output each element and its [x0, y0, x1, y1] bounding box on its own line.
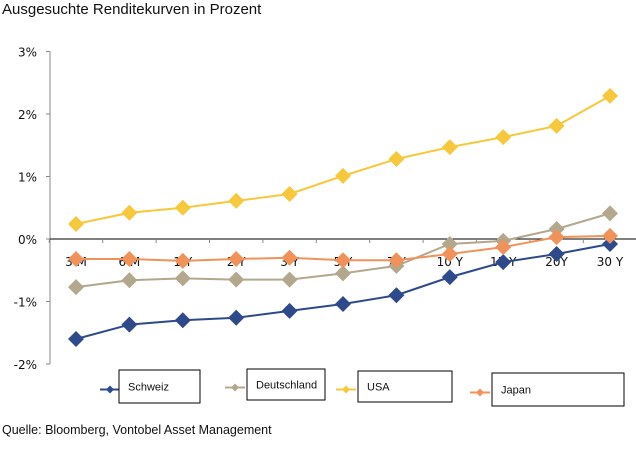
- data-point-schweiz: [335, 296, 351, 312]
- legend-marker-schweiz: [106, 385, 114, 394]
- data-point-deutschland: [335, 265, 351, 282]
- x-tick-label: 20Y: [545, 255, 568, 269]
- y-tick-label: 1%: [18, 171, 37, 185]
- legend-box: [246, 368, 326, 401]
- data-point-usa: [548, 117, 565, 134]
- x-tick-label: 30 Y: [597, 255, 624, 269]
- y-tick-label: 0%: [18, 233, 37, 247]
- data-point-usa: [335, 167, 351, 184]
- data-point-usa: [281, 186, 298, 202]
- data-point-schweiz: [441, 269, 458, 286]
- data-point-schweiz: [121, 316, 138, 333]
- source-note: Quelle: Bloomberg, Vontobel Asset Manage…: [2, 423, 272, 437]
- data-point-deutschland: [68, 279, 84, 296]
- data-point-deutschland: [281, 271, 298, 288]
- data-point-usa: [602, 87, 618, 104]
- y-tick-label: -2%: [14, 358, 37, 372]
- data-point-usa: [228, 192, 245, 209]
- y-tick-label: -1%: [14, 296, 37, 310]
- data-point-deutschland: [441, 236, 458, 252]
- chart-title: Ausgesuchte Renditekurven in Prozent: [2, 1, 262, 18]
- data-point-usa: [441, 139, 458, 156]
- data-point-deutschland: [602, 205, 618, 222]
- data-point-usa: [68, 216, 84, 232]
- legend-box: [357, 370, 453, 403]
- data-point-schweiz: [388, 287, 405, 304]
- legend-marker-deutschland: [231, 383, 239, 392]
- data-point-schweiz: [174, 312, 191, 329]
- y-tick-label: 2%: [18, 108, 37, 122]
- data-point-schweiz: [548, 246, 565, 262]
- legend-label-japan: Japan: [501, 385, 531, 397]
- data-point-japan: [174, 252, 191, 269]
- data-point-japan: [441, 246, 458, 262]
- data-point-schweiz: [602, 236, 618, 252]
- data-point-japan: [335, 252, 351, 269]
- legend-box: [118, 369, 201, 404]
- data-point-usa: [174, 199, 191, 216]
- data-point-deutschland: [121, 272, 138, 289]
- y-tick-label: 3%: [18, 46, 37, 60]
- data-point-usa: [495, 129, 512, 146]
- data-point-schweiz: [281, 302, 298, 319]
- data-point-deutschland: [228, 271, 245, 288]
- series-line-usa: [75, 95, 611, 225]
- legend-label-deutschland: Deutschland: [256, 380, 317, 392]
- data-point-deutschland: [548, 221, 565, 237]
- data-point-schweiz: [495, 254, 512, 271]
- legend-marker-japan: [476, 388, 484, 397]
- data-point-japan: [388, 252, 405, 269]
- data-point-usa: [388, 151, 405, 167]
- legend-label-usa: USA: [367, 382, 390, 394]
- legend-marker-usa: [342, 385, 350, 394]
- data-point-japan: [602, 227, 618, 244]
- data-point-japan: [228, 251, 245, 267]
- data-point-japan: [548, 229, 565, 246]
- data-point-japan: [495, 239, 512, 256]
- data-point-japan: [121, 251, 138, 267]
- data-point-schweiz: [228, 309, 245, 326]
- legend-label-schweiz: Schweiz: [128, 382, 169, 394]
- data-point-schweiz: [68, 331, 84, 347]
- data-point-deutschland: [174, 270, 191, 287]
- legend-box: [491, 372, 625, 407]
- data-point-usa: [121, 204, 138, 221]
- data-point-japan: [281, 249, 298, 266]
- x-tick-label: 10 Y: [437, 255, 464, 269]
- data-point-japan: [68, 251, 84, 267]
